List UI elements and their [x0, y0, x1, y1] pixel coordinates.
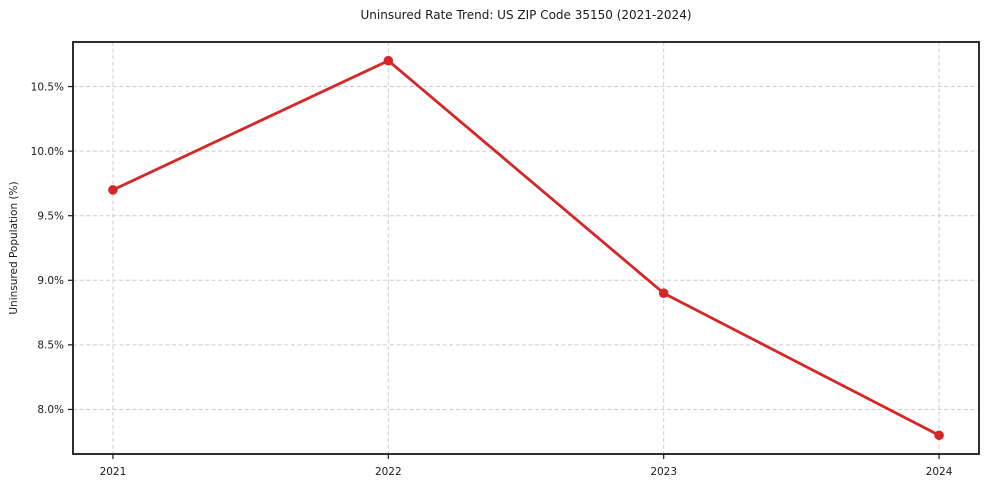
data-point-marker — [934, 430, 944, 441]
data-point-marker — [658, 288, 669, 299]
y-tick-label: 10.0% — [31, 146, 64, 158]
y-tick-label: 8.0% — [37, 404, 64, 416]
y-tick-label: 9.5% — [37, 210, 64, 222]
data-point-marker — [108, 185, 118, 195]
x-tick-label: 2023 — [650, 466, 677, 478]
trend-line — [111, 59, 941, 437]
data-point-marker — [383, 55, 394, 66]
y-tick-label: 8.5% — [37, 340, 64, 352]
x-tick-label: 2021 — [100, 466, 127, 478]
x-tick-label: 2022 — [375, 466, 402, 478]
chart-title: Uninsured Rate Trend: US ZIP Code 35150 … — [360, 8, 692, 22]
plot-border — [72, 41, 980, 455]
x-tick-label: 2024 — [926, 466, 953, 478]
y-tick-label: 10.5% — [31, 81, 64, 93]
y-tick-label: 9.0% — [37, 275, 64, 287]
